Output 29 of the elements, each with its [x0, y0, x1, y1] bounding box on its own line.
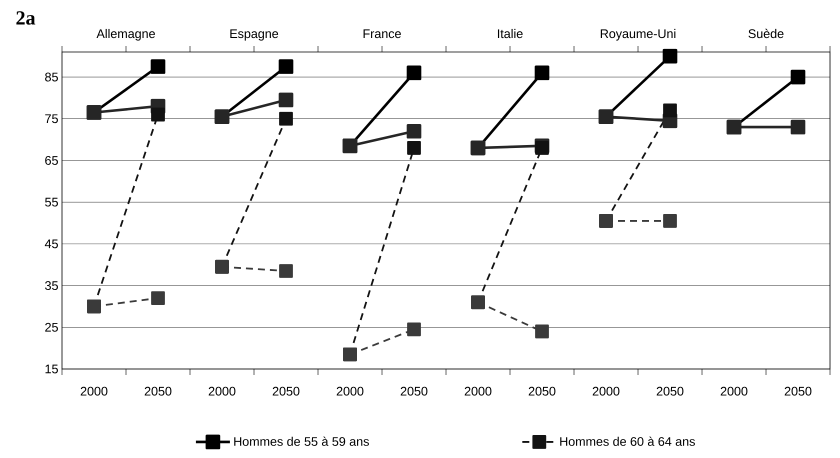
x-tick-label: 2000: [464, 386, 492, 396]
x-tick-label: 2050: [272, 386, 300, 396]
y-tick-label: 65: [45, 156, 58, 165]
legend-label: Hommes de 55 à 59 ans: [234, 436, 369, 446]
text: Royaume-Uni: [600, 28, 676, 41]
x-tick-label: 2000: [80, 386, 108, 396]
x-tick-label: 2050: [656, 386, 684, 396]
x-tick-label: 2050: [784, 386, 812, 396]
y-tick-label: 85: [45, 72, 58, 82]
x-tick-label: 2000: [592, 386, 620, 396]
text: Suède: [748, 28, 784, 38]
x-tick-label: 2050: [400, 386, 428, 396]
text: France: [364, 29, 401, 38]
y-tick-label: 75: [45, 114, 58, 124]
y-tick-label: 15: [46, 364, 58, 374]
y-tick-label: 25: [45, 322, 58, 332]
text: Espagne: [230, 29, 278, 41]
x-tick-label: 2050: [528, 386, 556, 396]
y-tick-label: 35: [45, 281, 58, 290]
text: Allemagne: [96, 28, 155, 41]
x-tick-label: 2000: [720, 386, 748, 396]
y-tick-label: 45: [44, 240, 58, 248]
x-tick-label: 2050: [144, 386, 172, 396]
chart-title: 2a: [16, 11, 36, 25]
x-tick-label: 2000: [208, 386, 236, 396]
legend-label: Hommes de 60 à 64 ans: [560, 436, 695, 446]
y-tick-label: 55: [45, 198, 58, 207]
text: Italie: [498, 28, 523, 38]
x-tick-label: 2000: [336, 386, 364, 396]
